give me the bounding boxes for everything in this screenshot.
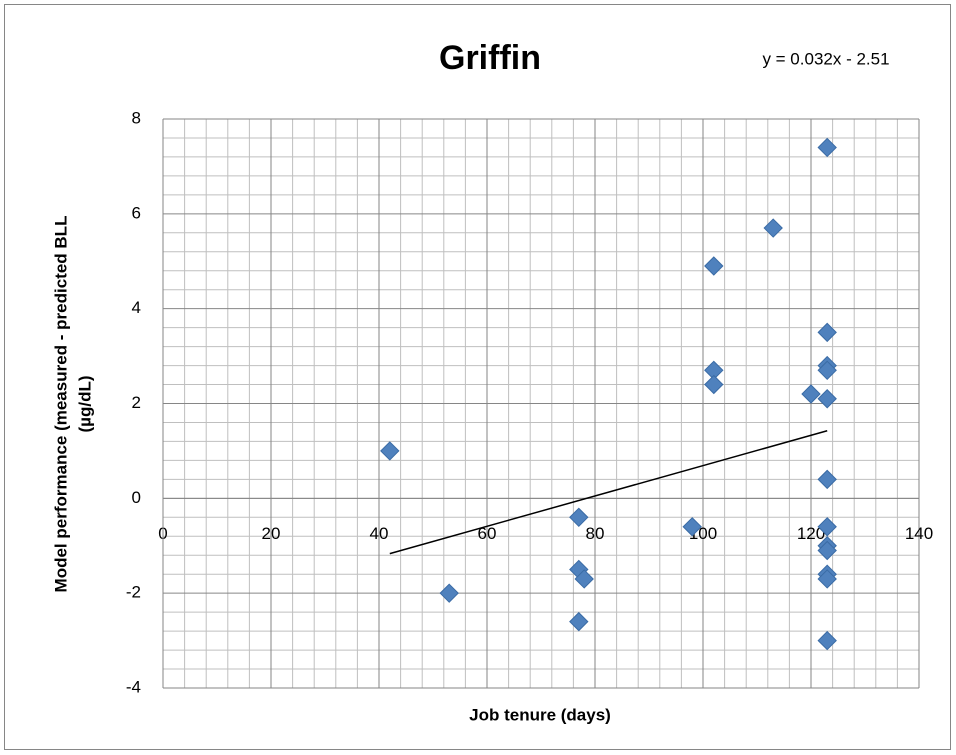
x-tick-label: 60 [478, 524, 497, 543]
y-tick-label: -2 [126, 583, 141, 602]
data-point [569, 507, 589, 528]
data-point [380, 441, 400, 461]
trend-equation: y = 0.032x - 2.51 [762, 49, 889, 68]
data-point [817, 469, 837, 490]
x-tick-label: 120 [797, 524, 825, 543]
data-point [817, 569, 837, 589]
data-point [817, 517, 837, 537]
data-point [817, 389, 837, 409]
data-point [574, 569, 594, 589]
data-point [439, 583, 459, 603]
y-tick-label: 4 [132, 298, 141, 317]
x-tick-label: 20 [262, 524, 281, 543]
y-axis-title: Model performance (measured - predicted … [51, 216, 70, 593]
chart-border [4, 4, 951, 750]
x-tick-label: 80 [586, 524, 605, 543]
chart-title: Griffin [439, 39, 541, 77]
data-point [817, 322, 837, 343]
data-point [704, 374, 724, 395]
data-point [704, 256, 724, 276]
y-tick-label: -4 [126, 677, 141, 696]
data-point [801, 384, 821, 404]
data-point [569, 611, 589, 632]
data-point [763, 218, 783, 238]
data-point [817, 360, 837, 381]
y-axis-title: (µg/dL) [75, 376, 94, 433]
trendline [389, 429, 828, 555]
y-tick-label: 8 [132, 108, 141, 127]
data-point [817, 137, 837, 158]
x-axis-title: Job tenure (days) [469, 705, 611, 724]
y-tick-label: 2 [132, 393, 141, 412]
y-tick-label: 6 [132, 203, 141, 222]
x-tick-label: 40 [370, 524, 389, 543]
data-point [817, 630, 837, 651]
data-point [817, 540, 837, 561]
y-tick-label: 0 [132, 488, 141, 507]
x-tick-label: 140 [905, 524, 933, 543]
data-point [682, 517, 702, 537]
